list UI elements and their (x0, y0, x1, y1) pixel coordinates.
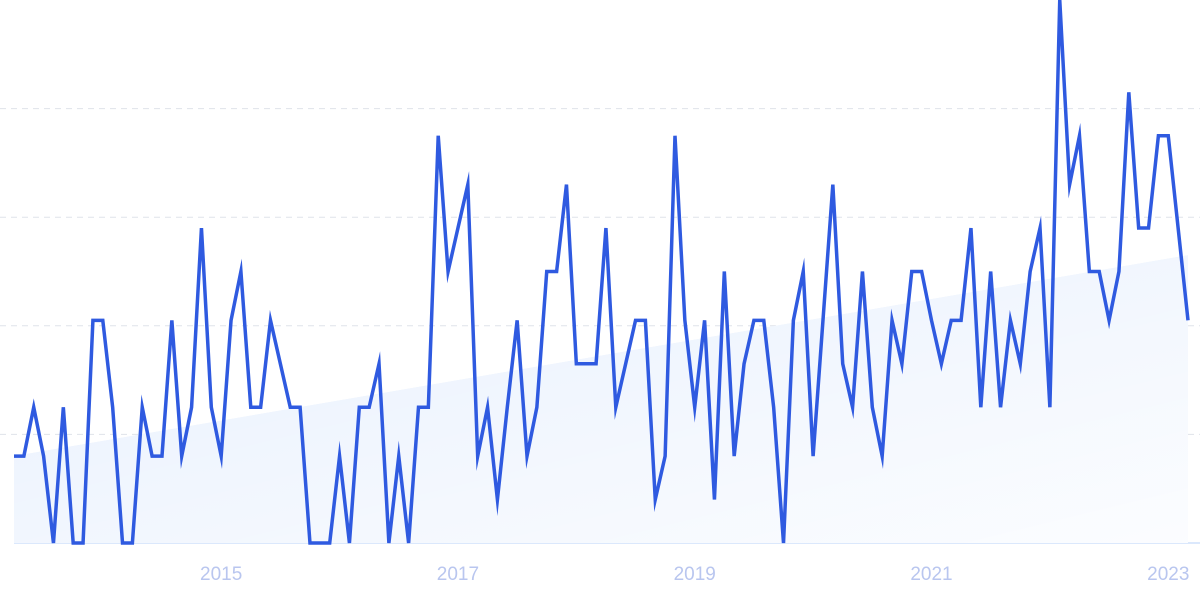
trend-line (14, 0, 1190, 545)
x-tick-label: 2015 (200, 564, 242, 585)
line-layer (14, 0, 1190, 545)
x-axis: 2015 2017 2019 2021 2023 (200, 564, 1189, 585)
x-tick-label: 2019 (674, 564, 716, 585)
x-tick-label: 2023 (1147, 564, 1189, 585)
x-tick-label: 2021 (910, 564, 952, 585)
x-tick-label: 2017 (437, 564, 479, 585)
